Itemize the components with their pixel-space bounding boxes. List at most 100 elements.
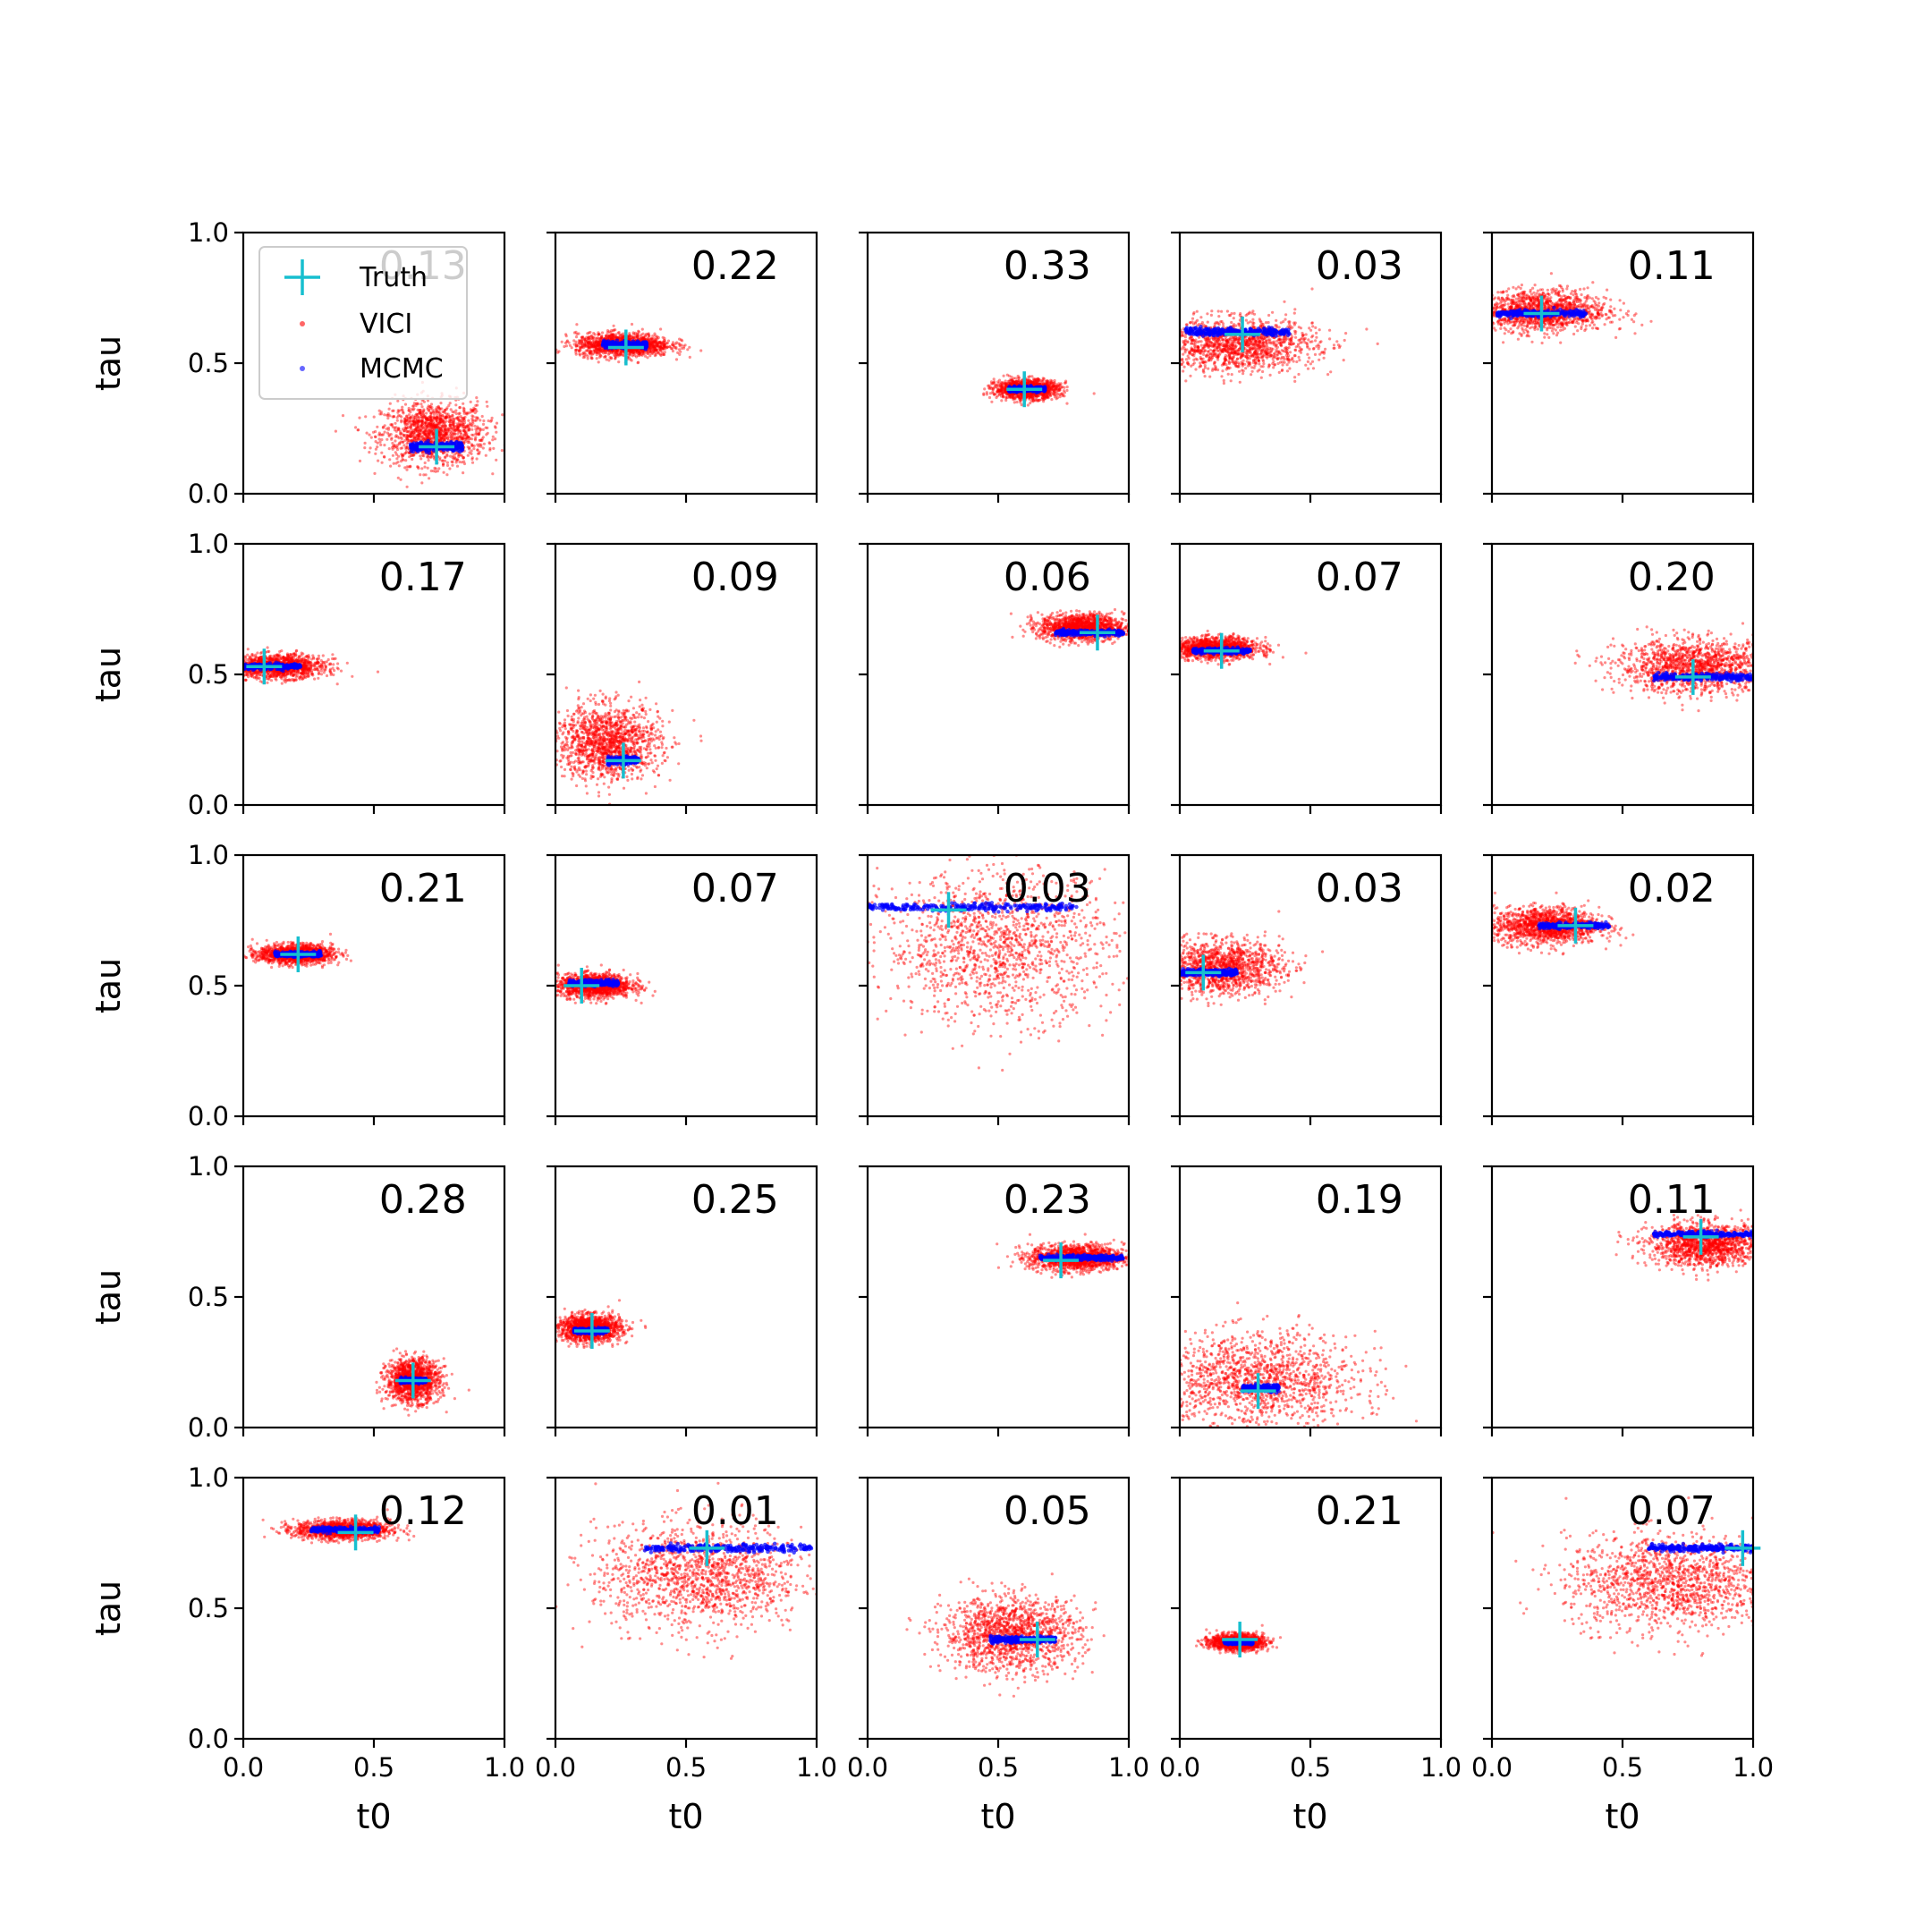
vici-point [1001, 388, 1004, 392]
vici-point [635, 352, 639, 355]
vici-point [423, 428, 427, 432]
vici-point [382, 455, 386, 459]
vici-point [482, 419, 486, 423]
vici-point [386, 416, 390, 420]
vici-point [481, 446, 485, 450]
vici-point [1050, 398, 1054, 402]
vici-point [406, 435, 410, 438]
vici-point [999, 388, 1003, 392]
vici-point [394, 435, 397, 438]
vici-point [420, 416, 424, 419]
vici-point [1030, 395, 1033, 399]
vici-point [658, 342, 662, 346]
vici-point [453, 432, 457, 436]
vici-point [998, 390, 1002, 394]
vici-point [590, 336, 594, 340]
vici-point [1028, 381, 1031, 385]
vici-point [437, 430, 441, 434]
vici-point [1025, 394, 1029, 397]
vici-point [417, 435, 420, 438]
vici-point [614, 335, 619, 339]
vici-point [410, 439, 413, 443]
vici-point [484, 453, 487, 457]
vici-point [444, 431, 447, 436]
vici-point [1005, 392, 1009, 395]
vici-point [438, 428, 442, 432]
vici-point [461, 421, 464, 425]
vici-point [578, 339, 581, 343]
vici-point [411, 419, 415, 423]
vici-point [465, 436, 469, 440]
vici-point [1046, 392, 1050, 395]
vici-point [1011, 379, 1014, 383]
vici-point [386, 426, 391, 429]
vici-point [1004, 395, 1008, 399]
vici-point [642, 352, 647, 355]
vici-point [593, 349, 597, 352]
vici-point [448, 402, 452, 405]
vici-point [417, 415, 420, 419]
vici-point [1031, 381, 1035, 385]
vici-point [476, 417, 479, 420]
vici-point [1092, 392, 1096, 395]
vici-point [387, 447, 391, 451]
vici-point [612, 324, 615, 327]
vici-point [643, 354, 648, 358]
vici-point [452, 419, 456, 422]
vici-point [470, 444, 474, 447]
vici-point [651, 346, 655, 350]
vici-point [429, 411, 433, 415]
vici-point [462, 418, 466, 421]
vici-point [589, 334, 594, 338]
vici-point [655, 344, 659, 348]
vici-point [440, 436, 444, 440]
vici-point [428, 428, 431, 432]
vici-point [592, 345, 596, 349]
vici-point [1018, 395, 1021, 399]
vici-point [441, 411, 445, 414]
vici-point [479, 419, 482, 422]
vici-point [674, 345, 678, 349]
vici-point [429, 436, 433, 440]
vici-point [439, 436, 443, 440]
vici-point [999, 390, 1004, 394]
vici-point [1030, 379, 1033, 384]
vici-point [455, 437, 459, 441]
vici-point [1008, 378, 1012, 382]
vici-point [1028, 375, 1031, 378]
vici-point [432, 433, 436, 436]
vici-point [436, 413, 439, 417]
vici-point [1064, 379, 1068, 383]
vici-point [628, 334, 631, 337]
vici-point [374, 440, 377, 444]
vici-point [1030, 397, 1034, 401]
vici-point [664, 345, 667, 349]
vici-point [1014, 395, 1018, 399]
vici-point [642, 337, 646, 341]
vici-point [668, 345, 672, 349]
vici-point [440, 417, 444, 420]
vici-point [591, 337, 595, 341]
vici-point [455, 458, 459, 462]
vici-point [1031, 380, 1035, 384]
vici-point [579, 349, 582, 352]
vici-point [397, 427, 401, 431]
vici-point [1009, 396, 1013, 400]
vici-point [419, 411, 422, 414]
vici-point [432, 470, 436, 473]
vici-point [1032, 381, 1036, 385]
truth-marker [419, 428, 455, 465]
vici-point [641, 350, 645, 353]
vici-point [653, 346, 657, 350]
vici-point [438, 419, 442, 422]
vici-point [1007, 379, 1011, 384]
y-axis-title: tau [89, 335, 128, 391]
mcmc-point [411, 444, 416, 448]
vici-point [452, 419, 455, 423]
vici-point [605, 334, 608, 337]
vici-point [588, 345, 591, 349]
vici-point [417, 419, 420, 423]
vici-point [1058, 388, 1062, 392]
mcmc-point [454, 440, 459, 445]
vici-point [377, 459, 380, 462]
